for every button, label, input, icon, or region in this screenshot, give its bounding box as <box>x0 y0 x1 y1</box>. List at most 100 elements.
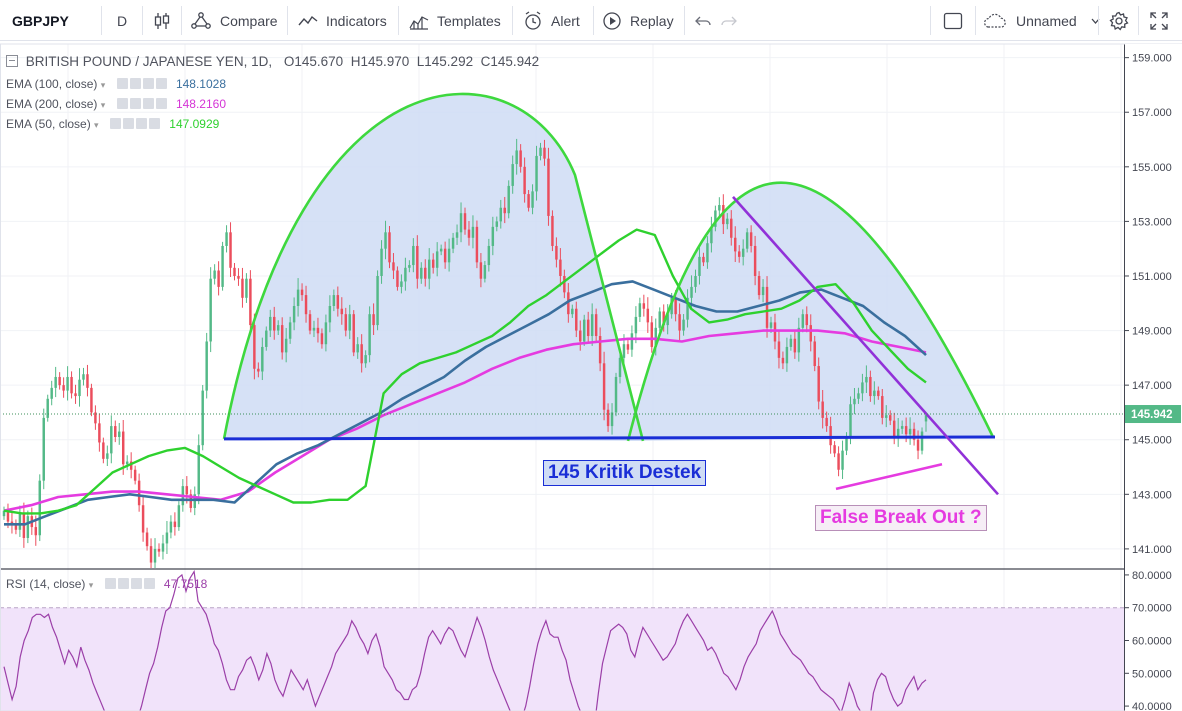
plus-icon[interactable] <box>142 98 154 109</box>
candle-body <box>547 158 550 216</box>
eye-icon[interactable] <box>116 78 128 89</box>
rsi-band <box>0 607 1124 711</box>
fullscreen-button[interactable] <box>1140 0 1178 41</box>
indicator-legend-ema100[interactable]: EMA (100, close) ▾ 148.1028 <box>6 77 226 91</box>
candle-body <box>475 226 479 263</box>
candle-body <box>265 330 268 347</box>
candle-body <box>467 229 471 238</box>
gear-icon[interactable] <box>117 578 129 589</box>
false-breakout-annotation[interactable]: False Break Out ? <box>815 505 987 531</box>
candle-body <box>523 166 526 195</box>
candle-body <box>296 289 300 306</box>
indicator-legend-ema50[interactable]: EMA (50, close) ▾ 147.0929 <box>6 117 219 131</box>
candle-body <box>503 207 506 214</box>
candle-body <box>841 450 844 470</box>
candle-body <box>793 338 797 353</box>
candle-body <box>237 275 240 279</box>
series-title[interactable]: BRITISH POUND / JAPANESE YEN, 1D, <box>25 54 273 69</box>
candle-body <box>308 314 312 331</box>
candle-body <box>78 379 81 397</box>
redo-button[interactable] <box>716 0 742 41</box>
gear-icon <box>1109 11 1129 31</box>
candle-body <box>431 259 435 268</box>
price-tick-label: 145.000 <box>1132 435 1172 447</box>
candle-body <box>817 366 820 402</box>
plus-icon[interactable] <box>142 78 154 89</box>
interval-button[interactable]: D <box>102 0 142 41</box>
candle-body <box>443 248 447 263</box>
compare-button[interactable]: Compare <box>182 0 287 41</box>
eye-icon[interactable] <box>109 118 121 129</box>
candle-body <box>193 494 196 508</box>
templates-button[interactable]: Templates <box>399 0 512 41</box>
close-label: C <box>480 54 491 69</box>
indicator-label: EMA (100, close) <box>6 77 98 91</box>
square-icon <box>943 12 963 30</box>
candle-body <box>221 245 224 287</box>
candle-body <box>404 267 407 282</box>
high-label: H <box>350 54 361 69</box>
candle-body <box>873 390 876 397</box>
candle-body <box>694 275 697 287</box>
candle-body <box>602 363 606 410</box>
gear-icon[interactable] <box>122 118 134 129</box>
candle-body <box>269 316 272 331</box>
divider <box>398 6 399 35</box>
price-axis[interactable]: 159.000 157.000 155.000 153.000 151.000 149.0… <box>1124 44 1182 711</box>
candle-body <box>121 431 125 465</box>
symbol-search[interactable]: GBPJPY <box>0 0 100 41</box>
candle-body <box>332 295 336 306</box>
close-icon[interactable] <box>143 578 155 589</box>
layout-name-button[interactable]: Unnamed <box>976 0 1100 41</box>
plus-icon[interactable] <box>135 118 147 129</box>
price-chart[interactable]: 159.000 157.000 155.000 153.000 151.000 149.0… <box>0 41 1182 711</box>
indicators-button[interactable]: Indicators <box>288 0 398 41</box>
higher-lows-line <box>835 463 943 491</box>
candles-icon <box>152 11 172 31</box>
fullscreen-toggle-button[interactable] <box>931 0 975 41</box>
candle-body <box>594 314 598 337</box>
candle-body <box>110 426 113 454</box>
gear-icon[interactable] <box>129 98 141 109</box>
gear-icon[interactable] <box>129 78 141 89</box>
eye-icon[interactable] <box>116 98 128 109</box>
replay-label: Replay <box>630 12 674 29</box>
candle-body <box>706 243 709 263</box>
candle-body <box>892 420 896 437</box>
candle-body <box>169 521 173 533</box>
close-icon[interactable] <box>155 98 167 109</box>
plus-icon[interactable] <box>130 578 142 589</box>
candle-body <box>213 270 216 279</box>
settings-button[interactable] <box>1100 0 1138 41</box>
chart-style-button[interactable] <box>143 0 181 41</box>
candle-body <box>340 308 344 315</box>
candle-body <box>559 259 562 276</box>
candle-body <box>34 527 38 536</box>
neckline-145-support <box>223 435 996 441</box>
candle-body <box>50 387 53 399</box>
price-tick-label: 151.000 <box>1132 271 1172 283</box>
alert-button[interactable]: Alert <box>513 0 593 41</box>
candle-body <box>153 548 157 563</box>
indicators-label: Indicators <box>326 12 387 29</box>
indicator-value: 148.2160 <box>175 97 226 111</box>
support-annotation[interactable]: 145 Kritik Destek <box>543 460 707 486</box>
candle-body <box>551 215 554 246</box>
replay-button[interactable]: Replay <box>594 0 684 41</box>
rsi-legend[interactable]: RSI (14, close) ▾ 47.7518 <box>6 577 207 591</box>
candle-body <box>205 341 208 391</box>
candle-body <box>356 344 359 353</box>
candle-body <box>396 270 399 287</box>
candle-body <box>197 445 200 495</box>
close-icon[interactable] <box>148 118 160 129</box>
candle-body <box>765 286 769 328</box>
candle-body <box>376 275 379 326</box>
close-icon[interactable] <box>155 78 167 89</box>
collapse-icon[interactable] <box>6 55 18 67</box>
undo-button[interactable] <box>690 0 716 41</box>
indicator-legend-ema200[interactable]: EMA (200, close) ▾ 148.2160 <box>6 97 226 111</box>
candle-body <box>869 376 872 397</box>
candle-body <box>853 398 856 405</box>
candle-body <box>678 314 681 331</box>
eye-icon[interactable] <box>104 578 116 589</box>
